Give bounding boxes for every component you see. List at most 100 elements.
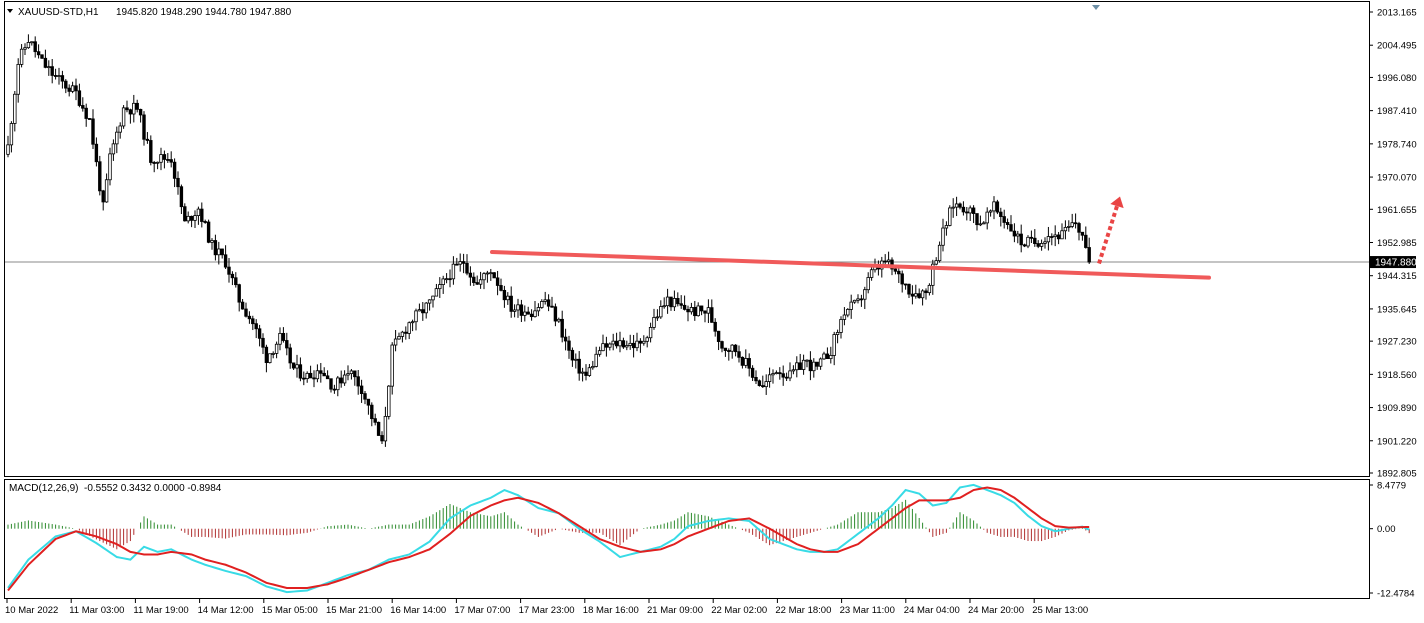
candle	[1046, 226, 1051, 251]
candle	[961, 201, 966, 216]
candle	[264, 344, 269, 373]
candle	[635, 332, 639, 352]
price-tick-label: 2004.495	[1377, 41, 1417, 52]
candle	[237, 283, 241, 312]
candle	[223, 245, 228, 270]
candle	[376, 421, 381, 436]
candle	[397, 332, 401, 340]
candle	[1060, 223, 1064, 240]
candle	[818, 357, 823, 370]
candle	[176, 171, 180, 195]
candle	[1056, 231, 1061, 245]
candle	[189, 215, 194, 228]
candle	[1043, 237, 1047, 249]
candle	[132, 94, 136, 123]
candle	[975, 213, 979, 231]
candle	[1026, 235, 1030, 249]
candle	[424, 301, 428, 319]
candle	[798, 353, 802, 370]
candle	[94, 137, 99, 167]
candle	[74, 78, 78, 101]
time-tick-label: 11 Mar 03:00	[69, 605, 124, 616]
candle	[1012, 223, 1017, 243]
candle	[835, 329, 840, 344]
candle	[669, 296, 673, 311]
candle	[608, 342, 612, 351]
candle	[278, 327, 282, 351]
candle	[733, 344, 738, 357]
candle	[648, 322, 653, 343]
candle	[696, 302, 700, 317]
candle	[689, 302, 694, 315]
candle	[1019, 224, 1023, 253]
candle	[822, 351, 826, 360]
candle	[98, 155, 102, 196]
support-trendline[interactable]	[490, 250, 1211, 280]
candle	[261, 333, 265, 355]
candle	[138, 108, 143, 123]
candle	[159, 147, 163, 171]
macd-tick-label: 8.4779	[1377, 481, 1406, 492]
candle	[767, 367, 772, 388]
candle	[271, 351, 275, 359]
candle	[852, 299, 857, 304]
candle	[438, 277, 442, 298]
candle	[1084, 226, 1088, 249]
candle	[584, 364, 588, 381]
time-tick-label: 22 Mar 02:00	[711, 605, 767, 616]
candle	[1039, 239, 1044, 251]
candle	[866, 272, 870, 294]
candle	[971, 205, 976, 224]
candle	[363, 390, 367, 405]
candle	[441, 275, 445, 294]
candle	[808, 351, 813, 381]
candle	[101, 189, 105, 211]
candle	[458, 253, 462, 272]
candle	[999, 207, 1003, 227]
candle	[81, 97, 85, 112]
candle	[951, 198, 955, 218]
candle	[444, 273, 449, 284]
candle	[448, 269, 452, 288]
candle	[230, 271, 235, 286]
candle	[757, 379, 762, 387]
candle	[380, 431, 384, 445]
candle	[597, 346, 602, 357]
candle	[954, 196, 959, 217]
candle	[6, 135, 10, 158]
candle	[628, 334, 632, 350]
candle	[934, 257, 938, 266]
candle	[659, 300, 663, 319]
time-tick-label: 18 Mar 16:00	[583, 605, 639, 616]
candle	[346, 365, 350, 381]
candle	[387, 385, 391, 420]
price-panel[interactable]	[4, 1, 1370, 477]
candle	[679, 295, 683, 309]
candle	[407, 321, 411, 340]
candle	[247, 311, 252, 324]
candle	[546, 294, 551, 312]
time-tick-label: 15 Mar 21:00	[326, 605, 382, 616]
candle	[611, 333, 615, 351]
candle	[111, 139, 116, 161]
candle	[747, 353, 751, 377]
candle	[540, 299, 544, 309]
candle	[356, 370, 360, 395]
macd-panel[interactable]	[4, 479, 1370, 599]
candle	[920, 289, 925, 306]
candle	[1080, 231, 1085, 241]
candle	[155, 161, 160, 170]
candle	[274, 341, 279, 359]
triangle-down-icon[interactable]	[7, 9, 13, 13]
candle	[390, 342, 394, 395]
candle	[23, 43, 27, 56]
price-tick-label: 1996.080	[1377, 73, 1417, 84]
candle	[846, 308, 850, 318]
arrow-up-dotted-icon	[1097, 196, 1124, 265]
candle	[509, 286, 513, 318]
candle	[730, 344, 734, 359]
candle	[863, 286, 867, 310]
candle	[652, 308, 656, 330]
candle	[489, 268, 493, 281]
